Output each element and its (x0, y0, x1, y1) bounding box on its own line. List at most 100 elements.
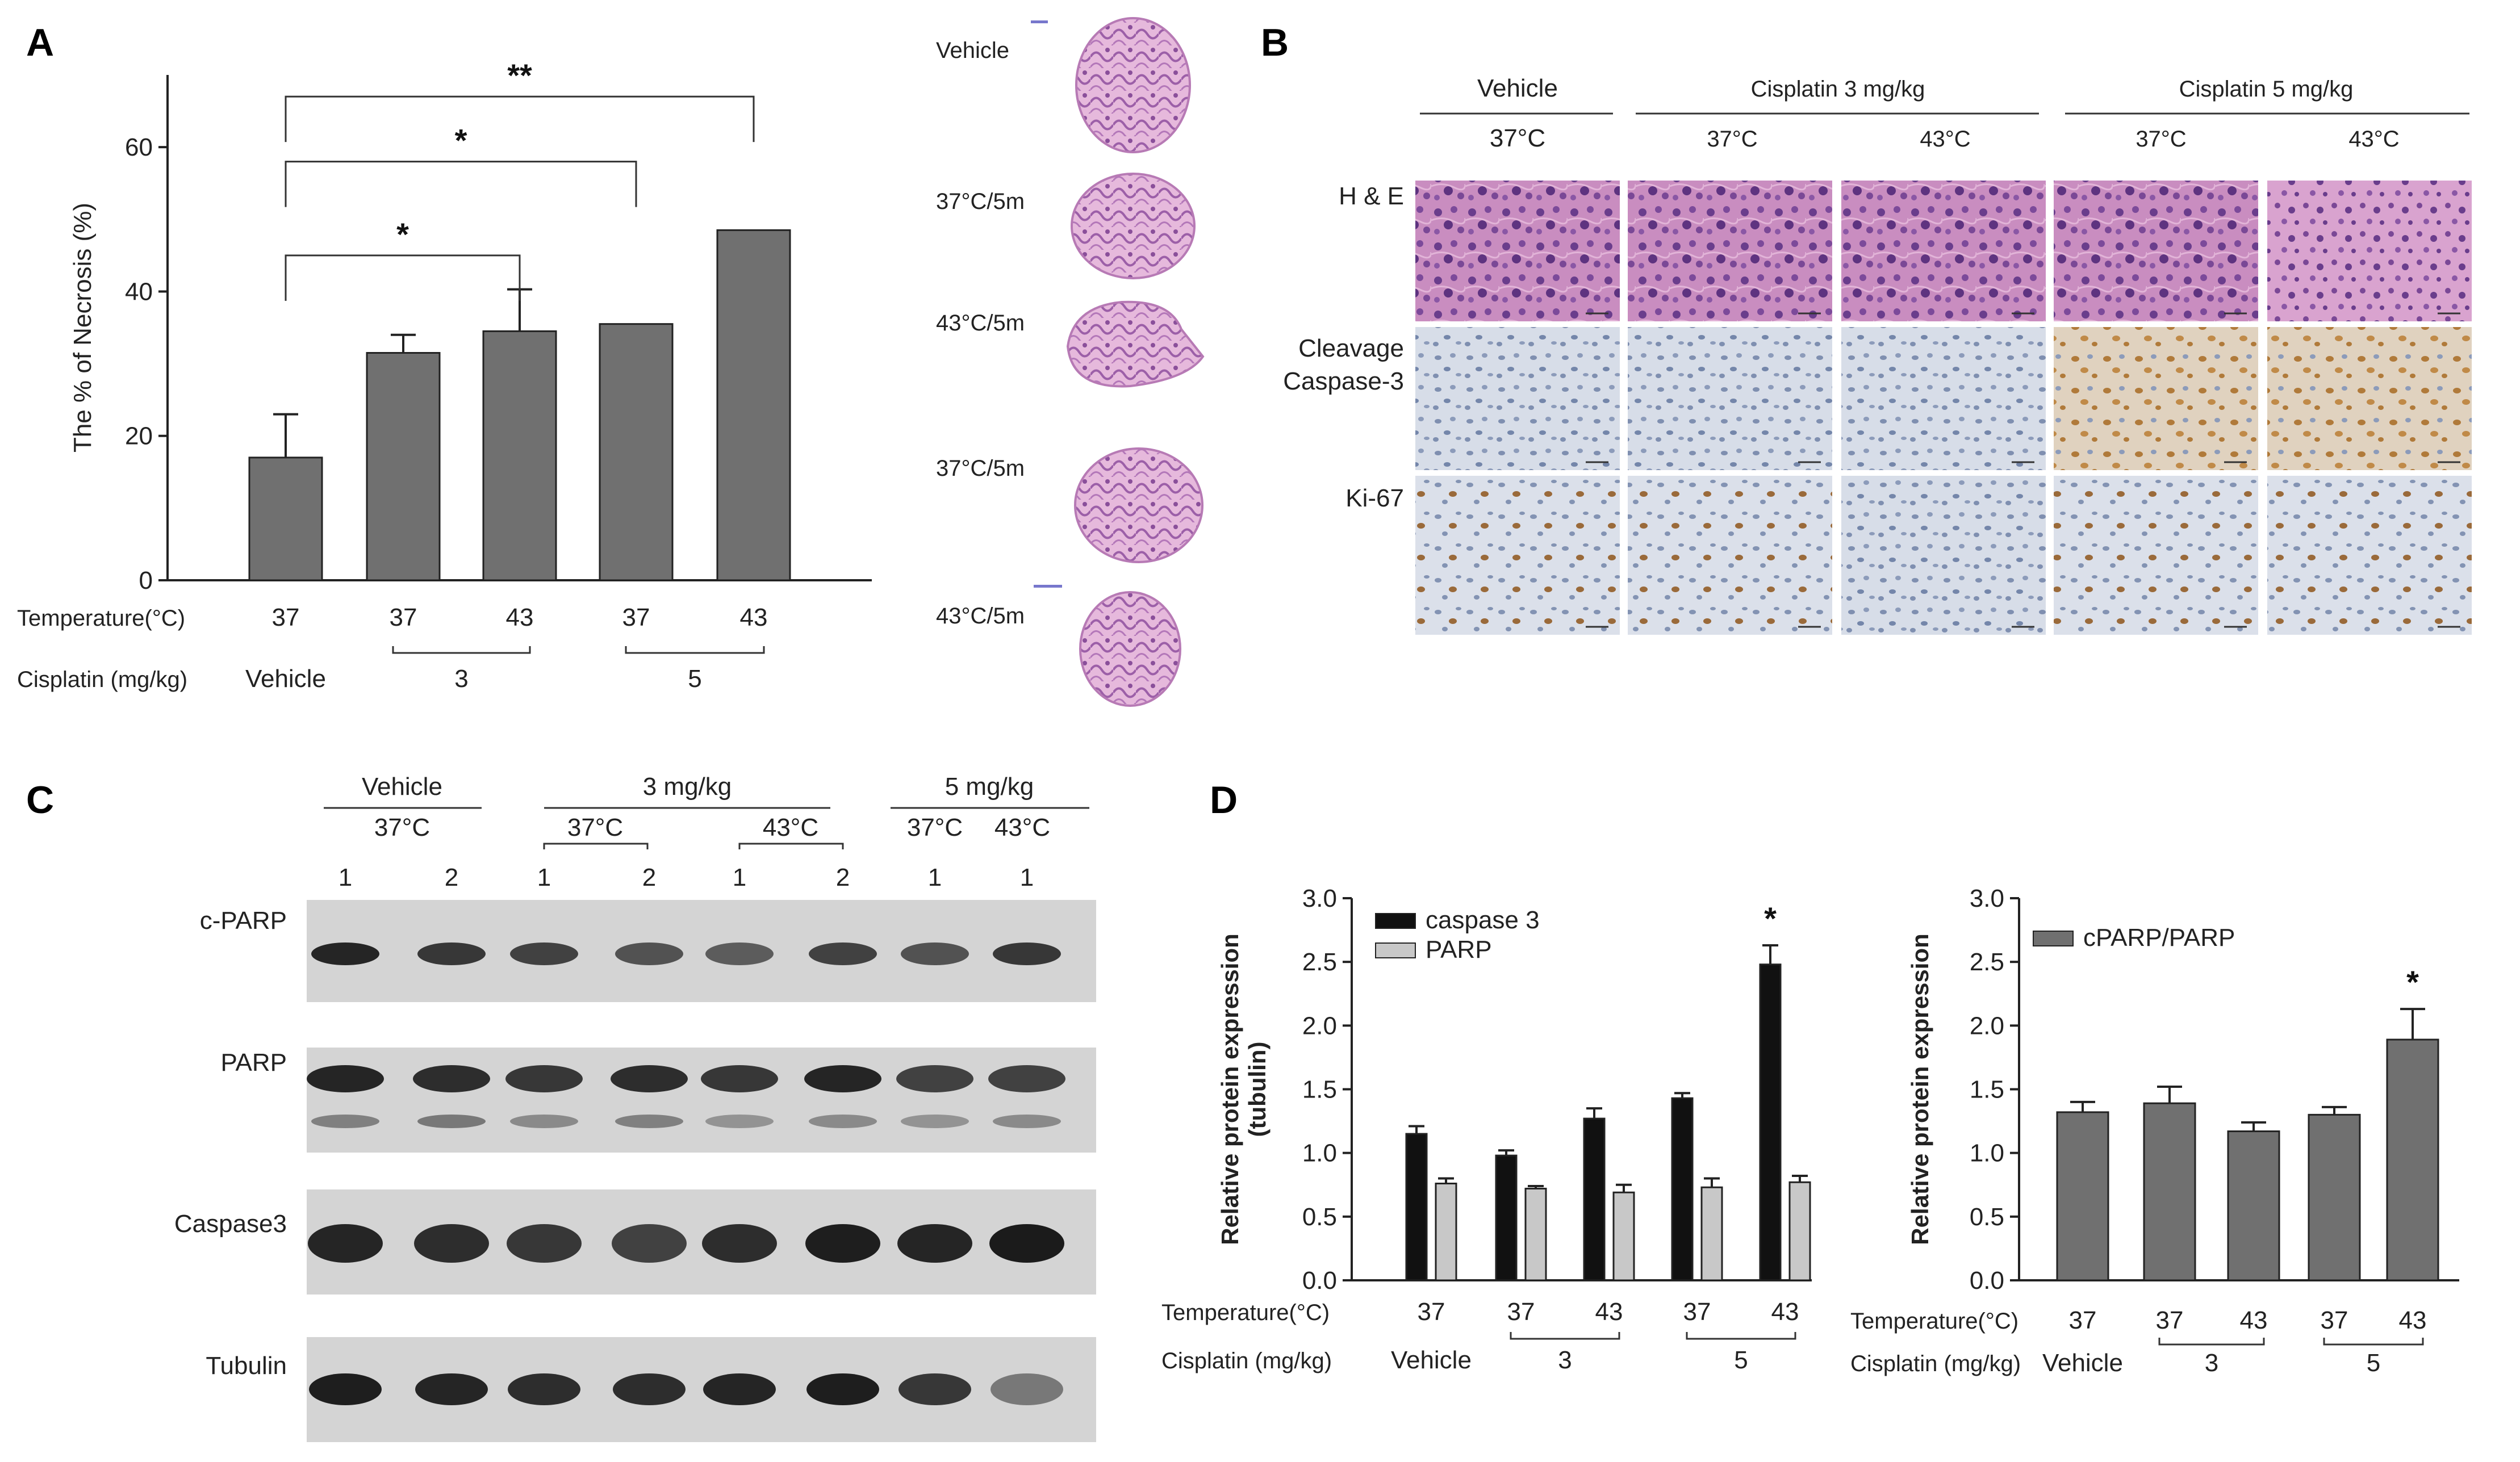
y-tick-label: 0.0 (1302, 1267, 1337, 1295)
x-tick-label: 43 (1771, 1298, 1799, 1326)
blot-band-caspase3-2 (414, 1224, 489, 1263)
blot-protein-parp: PARP (220, 1049, 287, 1076)
x-tick-label: 43 (1595, 1298, 1623, 1326)
blot-protein-caspase3: Caspase3 (174, 1210, 287, 1238)
bar-parp-1 (1524, 1187, 1547, 1281)
tissue-sections: Vehicle 37°C/5m 43°C/5m 37°C/5m 43°C/5m (936, 17, 1205, 707)
ihc-tile-cleaved-caspase3-1 (1415, 327, 1620, 470)
tissue-section-43-a (1066, 300, 1205, 388)
x-tick-label: 43 (2399, 1306, 2427, 1334)
y-tick-label: 0.5 (1970, 1203, 2004, 1231)
row-label-cisplatin: Cisplatin (mg/kg) (1850, 1351, 2021, 1376)
blot-band-caspase3-8 (989, 1224, 1064, 1263)
y-tick-label: 1.0 (1302, 1140, 1337, 1167)
y-tick-label: 1.5 (1302, 1076, 1337, 1104)
blot-band-parp-7 (896, 1065, 973, 1092)
y-tick-label: 2.5 (1302, 948, 1337, 976)
blot-band-parp-8 (988, 1065, 1065, 1092)
bar-caspase-3-2 (1583, 1117, 1606, 1281)
y-tick-label: 60 (125, 133, 153, 161)
blot-band-caspase3-6 (805, 1224, 880, 1263)
ihc-tiles (1415, 181, 2472, 635)
ihc-row-ki67: Ki-67 (1345, 484, 1404, 512)
chart-d2: 0.0 0.5 1.0 1.5 2.0 2.5 3.0 Relative protein ex… (1850, 885, 2459, 1377)
ihc-tile-he-5 (2267, 181, 2472, 321)
lane-bracket (738, 843, 844, 849)
y-tick-label: 2.0 (1302, 1012, 1337, 1040)
bar-parp-3 (1700, 1186, 1723, 1281)
blot-band-tubulin-1 (309, 1373, 382, 1405)
group-bracket (1510, 1332, 1620, 1340)
ihc-row-he: H & E (1339, 182, 1404, 210)
blot-band-tubulin-5 (703, 1373, 776, 1405)
legend-swatch (2033, 931, 2074, 946)
tissue-section-vehicle (1075, 17, 1191, 153)
group-bracket (1686, 1332, 1796, 1340)
blot-temp-3a: 37°C (567, 814, 623, 841)
legend-label: PARP (1426, 936, 1492, 964)
panel-letter-a: A (26, 21, 54, 64)
group-label-0: Vehicle (245, 665, 326, 693)
group-label-1: 3 (2205, 1349, 2218, 1377)
ihc-temp-1: 37°C (1490, 124, 1545, 152)
blot-band-parp-3 (505, 1065, 583, 1092)
ihc-tile-he-2 (1628, 181, 1832, 321)
blot-band-parp-8 (993, 1115, 1061, 1128)
y-tick-label: 0 (139, 567, 153, 594)
y-tick-label: 0.5 (1302, 1203, 1337, 1231)
blot-band-caspase3-1 (308, 1224, 383, 1263)
blot-group-5: 5 mg/kg (945, 773, 1034, 801)
tissue-section-37-a (1071, 173, 1196, 279)
ihc-tile-he-4 (2054, 181, 2258, 321)
section-label-37-a: 37°C/5m (936, 189, 1025, 214)
panel-letter-d: D (1210, 778, 1238, 822)
y-tick-label: 1.5 (1970, 1076, 2004, 1104)
ihc-tile-ki67-4 (2054, 476, 2258, 635)
blot-band-caspase3-4 (612, 1224, 687, 1263)
x-tick-label: 37 (2156, 1306, 2184, 1334)
ihc-tile-cleaved-caspase3-2 (1628, 327, 1832, 470)
blot-band-caspase3-7 (897, 1224, 972, 1263)
ihc-tile-ki67-1 (1415, 476, 1620, 635)
y-axis-label: The % of Necrosis (%) (69, 203, 97, 453)
x-tick-label: 43 (740, 604, 768, 631)
blot-band-parp-5 (705, 1115, 774, 1128)
ihc-tile-cleaved-caspase3-3 (1841, 327, 2046, 470)
y-tick-label: 3.0 (1302, 885, 1337, 912)
section-label-37-b: 37°C/5m (936, 456, 1025, 481)
ihc-tile-ki67-3 (1841, 476, 2046, 635)
bar-cparp-parp-0 (2056, 1111, 2109, 1281)
legend-swatch (1375, 913, 1416, 929)
group-bracket (625, 646, 765, 654)
blot-band-parp-2 (417, 1115, 486, 1128)
bar-caspase-3-0 (1405, 1133, 1428, 1281)
blot-band-caspase3-5 (702, 1224, 777, 1263)
group-bracket (2323, 1338, 2424, 1346)
ihc-tile-ki67-2 (1628, 476, 1832, 635)
lane-number: 1 (1020, 864, 1034, 891)
panel-letter-c: C (26, 778, 54, 822)
y-tick-label: 1.0 (1970, 1140, 2004, 1167)
section-label-43-b: 43°C/5m (936, 604, 1025, 629)
group-label-1: 3 (454, 665, 468, 693)
blot-temp-v: 37°C (374, 814, 430, 841)
row-label-temperature: Temperature(°C) (1161, 1300, 1330, 1325)
significance-bracket (285, 161, 637, 207)
blot-band-parp-1 (311, 1115, 379, 1128)
ihc-tile-cleaved-caspase3-5 (2267, 327, 2472, 470)
bar-series-0 (248, 456, 323, 581)
tissue-section-43-b (1079, 591, 1181, 707)
blot-protein-tubulin: Tubulin (206, 1352, 287, 1380)
tissue-section-37-b (1074, 447, 1203, 563)
chart-d1: 0.0 0.5 1.0 1.5 2.0 2.5 3.0 Relative protein ex… (1161, 885, 1812, 1374)
legend-label: caspase 3 (1426, 906, 1540, 934)
ihc-tile-cleaved-caspase3-4 (2054, 327, 2258, 470)
significance-star: * (1764, 900, 1777, 936)
group-label-2: 5 (2367, 1349, 2380, 1377)
lane-number: 1 (338, 864, 352, 891)
row-label-cisplatin: Cisplatin (mg/kg) (1161, 1348, 1332, 1373)
blot-band-cparp-8 (993, 942, 1061, 965)
blot-protein-cparp: c-PARP (200, 907, 287, 935)
ihc-temp-4: 37°C (2135, 127, 2186, 152)
blot-temp-5b: 43°C (994, 814, 1050, 841)
